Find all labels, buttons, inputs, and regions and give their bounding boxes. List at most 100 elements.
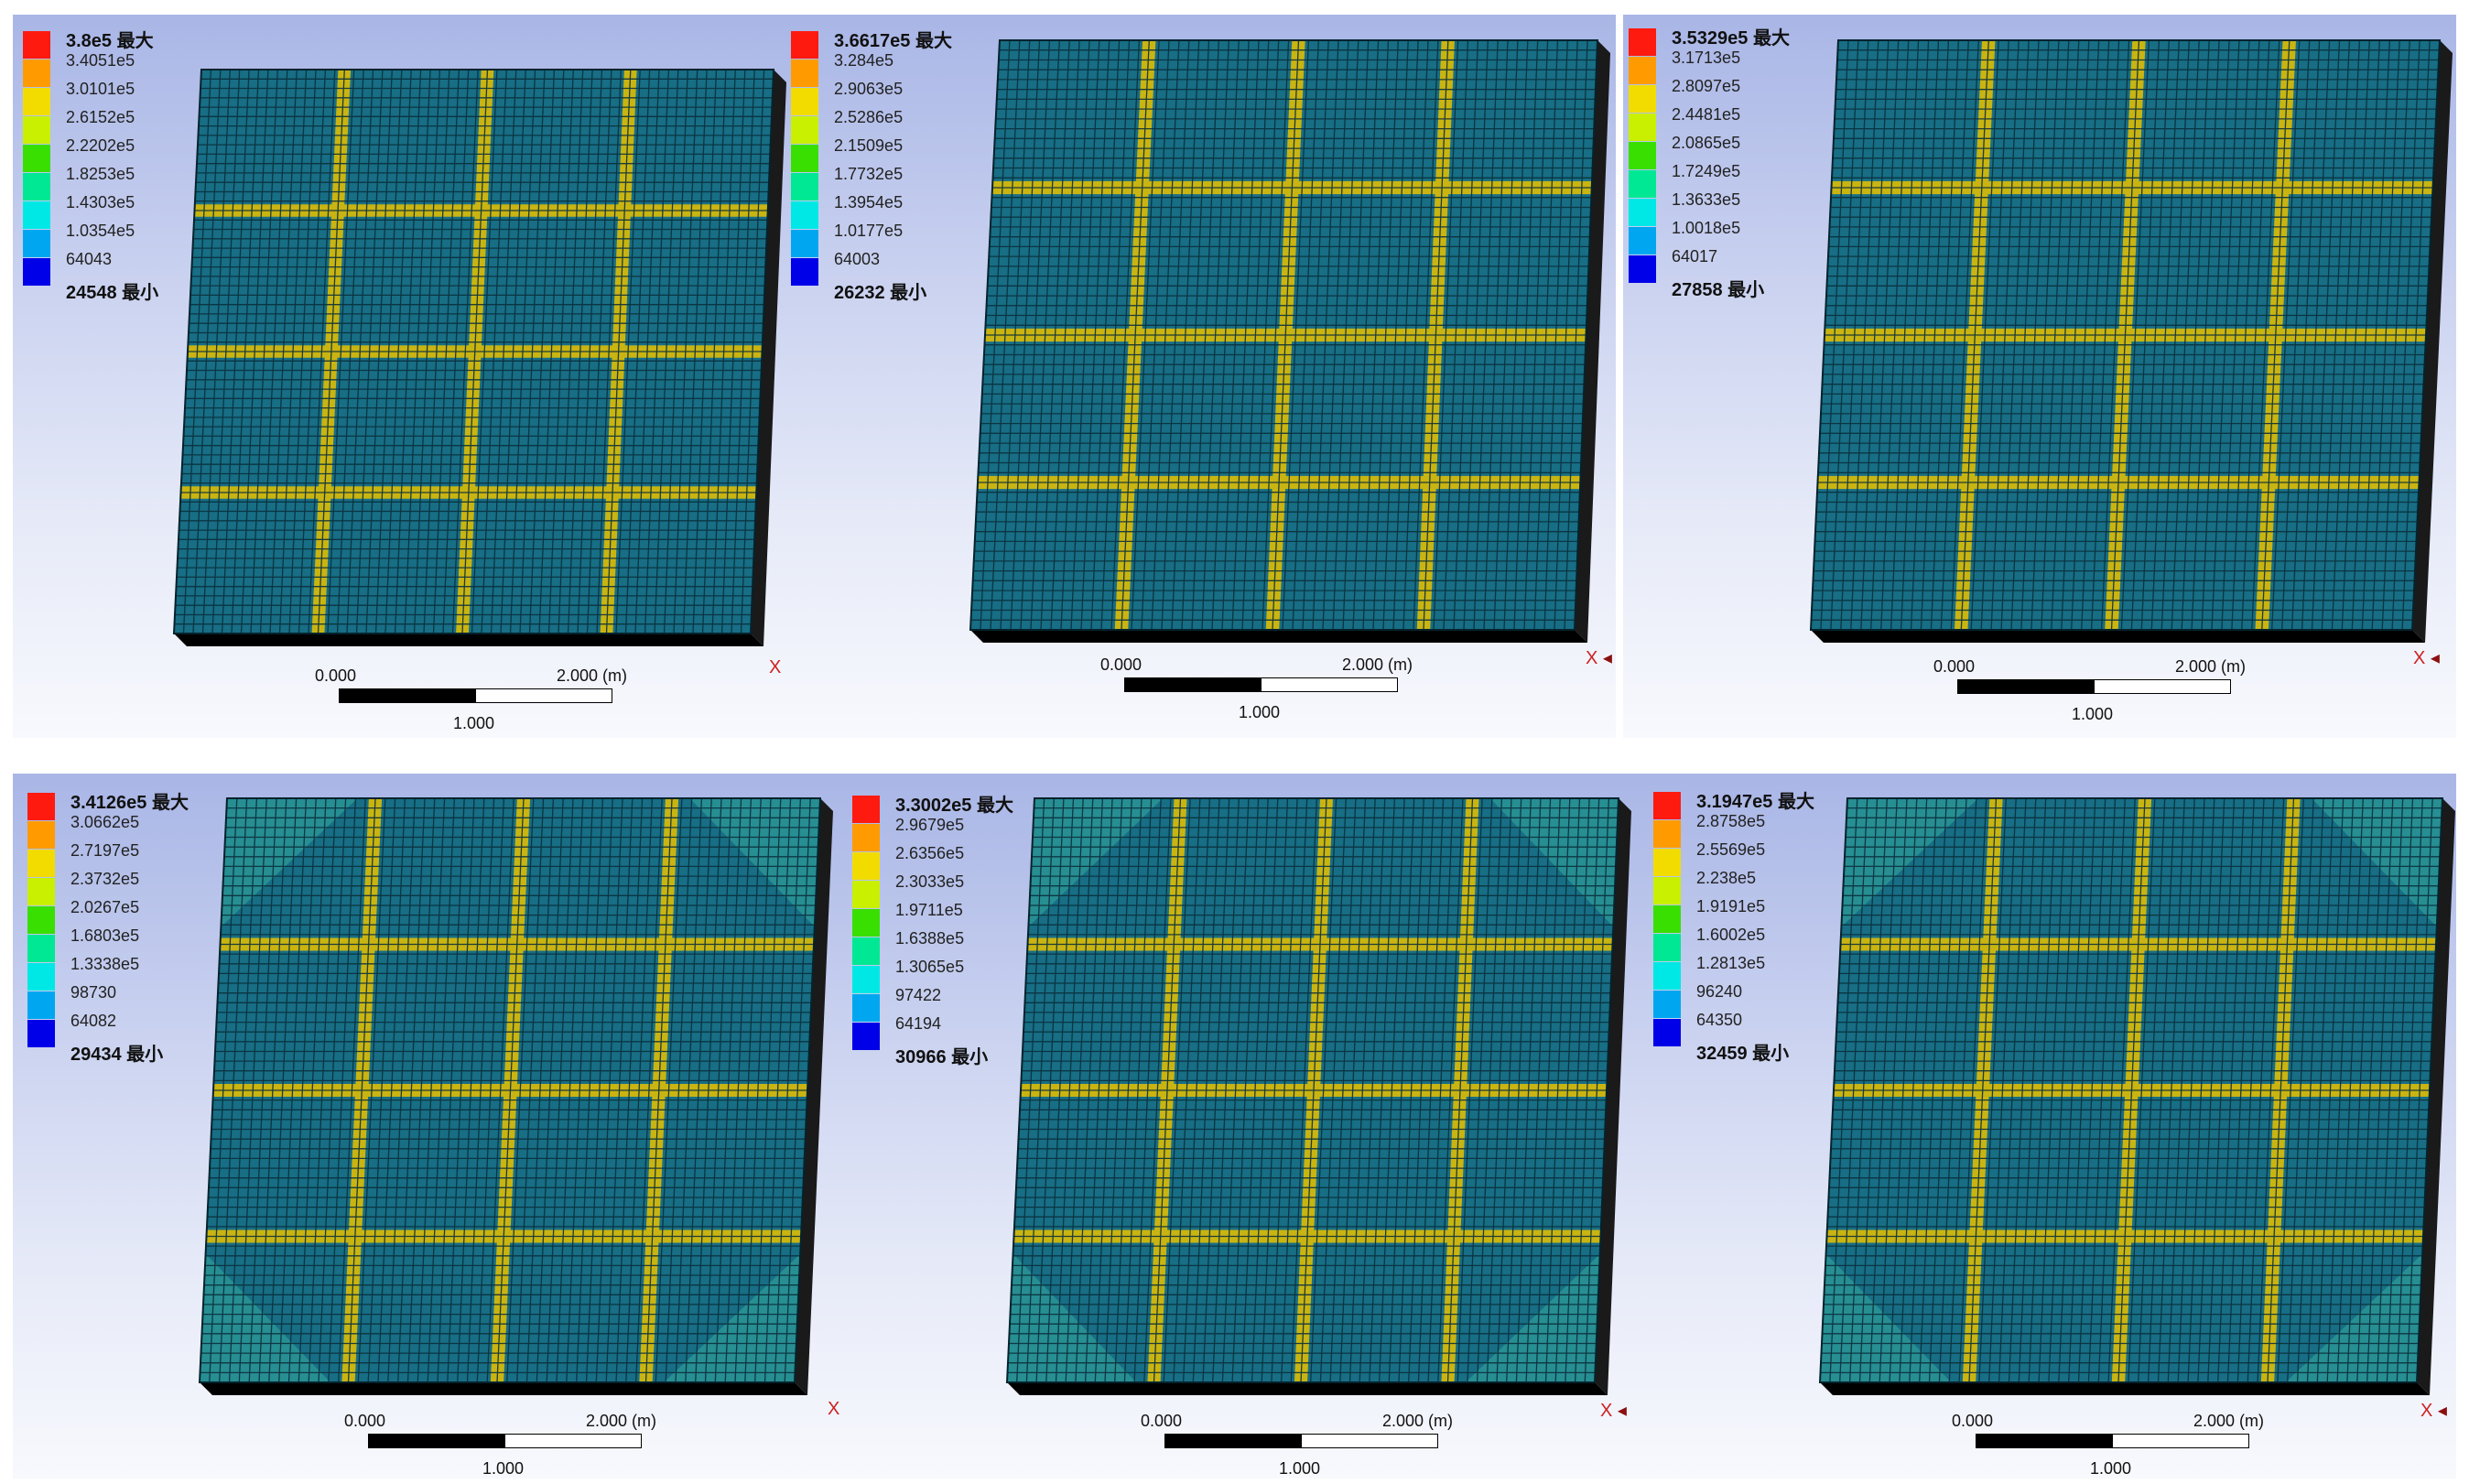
legend-level-label: 64350 <box>1696 1011 1743 1029</box>
scale-bar-black-segment <box>1976 1434 2113 1448</box>
legend-level-label: 3.4051e5 <box>66 51 135 70</box>
legend-swatch <box>1653 820 1681 848</box>
legend-min-label: 29434 最小 <box>70 1045 164 1065</box>
scale-bar-black-segment <box>368 1434 505 1448</box>
legend-level-label: 2.8097e5 <box>1672 77 1741 95</box>
slab-bottom-edge <box>1820 1382 2430 1395</box>
legend-swatch <box>1629 57 1656 84</box>
legend-swatch <box>27 850 55 877</box>
axis-triad-x-2: X ◂ <box>1586 648 1612 668</box>
legend-level-label: 2.5286e5 <box>834 108 904 126</box>
legend-swatch <box>23 201 50 229</box>
slab-bottom-edge <box>1811 630 2425 643</box>
legend-swatch <box>23 88 50 115</box>
scale-label-mid: 1.000 <box>482 1459 525 1478</box>
legend-level-label: 1.6388e5 <box>895 929 965 948</box>
legend-swatch <box>791 230 818 257</box>
legend-swatch <box>852 881 880 908</box>
legend-level-label: 3.0662e5 <box>70 813 140 831</box>
legend-level-label: 1.3633e5 <box>1672 190 1741 209</box>
scale-label-end: 2.000 (m) <box>1342 655 1413 674</box>
slab-side-edge <box>2412 40 2453 643</box>
legend-level-label: 3.284e5 <box>834 51 894 70</box>
legend-swatch <box>23 173 50 200</box>
legend-level-label: 64194 <box>895 1014 942 1033</box>
scale-label-start: 0.000 <box>1933 657 1976 676</box>
legend-swatch <box>27 793 55 820</box>
slab-bottom-edge <box>970 630 1587 643</box>
scale-label-start: 0.000 <box>1100 655 1142 674</box>
legend-level-label: 1.3338e5 <box>70 955 140 973</box>
legend-swatch <box>852 966 880 993</box>
legend-swatch <box>1629 85 1656 113</box>
legend-swatch <box>23 116 50 144</box>
legend-swatch <box>23 31 50 59</box>
corner-stress-zone <box>1007 1253 1137 1382</box>
legend-max-label: 3.8e5 最大 <box>66 31 154 51</box>
scale-label-end: 2.000 (m) <box>1382 1412 1454 1430</box>
legend-swatch <box>1629 199 1656 226</box>
legend-swatch <box>852 994 880 1022</box>
slab-side-edge <box>751 70 786 646</box>
scale-label-end: 2.000 (m) <box>2175 657 2247 676</box>
legend-level-label: 2.3732e5 <box>70 870 140 888</box>
legend-level-label: 2.3033e5 <box>895 872 965 891</box>
corner-stress-zone <box>1820 1253 1952 1382</box>
slab-outline <box>1818 797 2444 1383</box>
scale-label-end: 2.000 (m) <box>557 666 628 685</box>
legend-level-label: 64017 <box>1672 247 1718 265</box>
legend-level-label: 1.3954e5 <box>834 193 904 211</box>
legend-min-label: 26232 最小 <box>834 283 927 303</box>
legend-swatch <box>23 230 50 257</box>
legend-max-label: 3.1947e5 最大 <box>1696 792 1814 812</box>
legend-level-label: 2.238e5 <box>1696 869 1757 887</box>
scale-bar-white-segment <box>475 688 612 703</box>
legend-level-label: 1.9711e5 <box>895 901 963 919</box>
legend-max-label: 3.3002e5 最大 <box>895 796 1013 816</box>
legend-swatch <box>1629 227 1656 255</box>
legend-swatch <box>852 937 880 965</box>
slab-side-edge <box>1595 798 1631 1395</box>
legend-swatch <box>791 173 818 200</box>
legend-level-label: 1.0177e5 <box>834 222 904 240</box>
legend-swatch <box>1629 170 1656 198</box>
legend-swatch <box>23 60 50 87</box>
scale-bar-white-segment <box>2112 1434 2249 1448</box>
legend-swatch <box>852 909 880 937</box>
legend-level-label: 97422 <box>895 986 942 1004</box>
legend-swatch <box>23 145 50 172</box>
legend-swatch <box>852 852 880 880</box>
legend-level-label: 2.9679e5 <box>895 816 965 834</box>
legend-level-label: 2.7197e5 <box>70 841 140 860</box>
legend-level-label: 64003 <box>834 250 881 268</box>
legend-level-label: 64043 <box>66 250 113 268</box>
legend-level-label: 64082 <box>70 1012 117 1030</box>
legend-level-label: 1.9191e5 <box>1696 897 1766 915</box>
legend-level-label: 2.2202e5 <box>66 136 135 155</box>
corner-stress-zone <box>1489 798 1619 927</box>
legend-swatch <box>791 88 818 115</box>
scale-label-end: 2.000 (m) <box>2193 1412 2265 1430</box>
scale-label-mid: 1.000 <box>2090 1459 2132 1478</box>
corner-stress-zone <box>200 1253 330 1382</box>
legend-level-label: 2.9063e5 <box>834 80 904 98</box>
slab-outline <box>198 797 822 1383</box>
legend-swatch <box>27 821 55 849</box>
legend-swatch <box>852 1023 880 1050</box>
slab-bottom-edge <box>1007 1382 1608 1395</box>
legend-swatch <box>27 963 55 991</box>
scale-label-start: 0.000 <box>315 666 357 685</box>
legend-swatch <box>1653 991 1681 1018</box>
axis-triad-x-6: X ◂ <box>2420 1401 2447 1421</box>
legend-max-label: 3.6617e5 最大 <box>834 31 952 51</box>
legend-level-label: 1.4303e5 <box>66 193 135 211</box>
slab-side-edge <box>1575 40 1610 643</box>
legend-swatch <box>1653 934 1681 961</box>
slab-bottom-edge <box>174 634 763 646</box>
legend-swatch <box>23 258 50 286</box>
legend-level-label: 1.2813e5 <box>1696 954 1766 972</box>
legend-level-label: 2.0267e5 <box>70 898 140 916</box>
